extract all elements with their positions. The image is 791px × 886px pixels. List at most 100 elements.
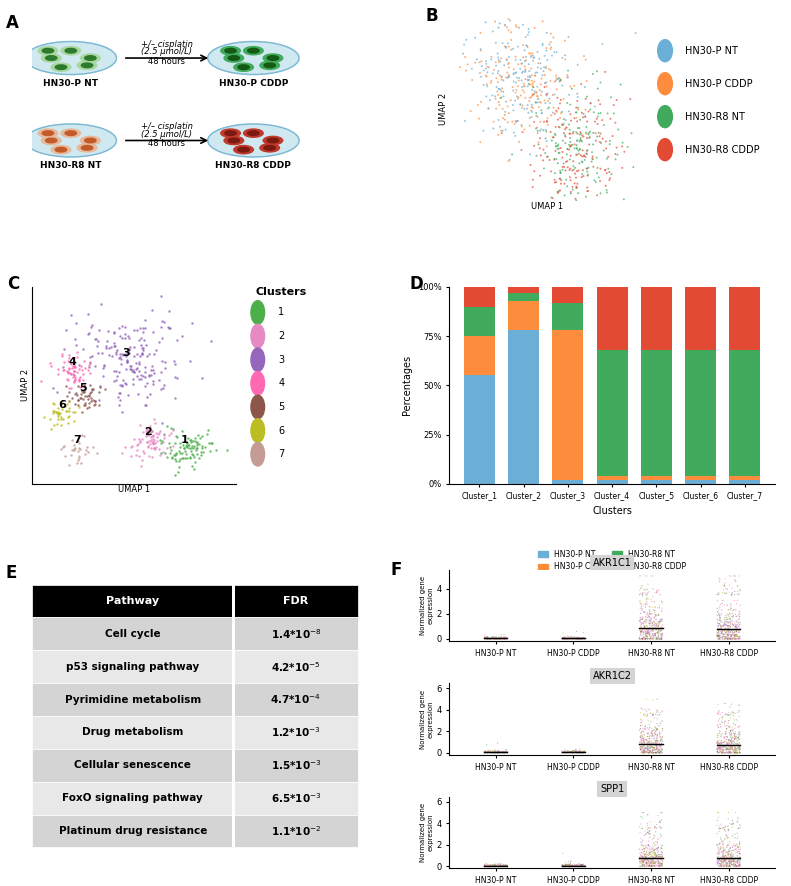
Point (498, 745, 511, 759)
Point (653, 856, 665, 870)
Point (725, 632, 738, 646)
Point (711, 609, 724, 623)
Point (729, 607, 742, 621)
Point (528, 84, 541, 98)
Point (534, 114, 547, 128)
Point (721, 618, 734, 633)
Point (499, 122, 512, 136)
Point (485, 74, 498, 88)
Point (730, 842, 743, 856)
Point (732, 741, 744, 755)
Point (637, 733, 649, 747)
Point (637, 859, 649, 873)
Point (649, 825, 662, 839)
Point (720, 845, 732, 859)
Point (713, 741, 726, 755)
Point (717, 735, 730, 750)
Point (568, 859, 581, 873)
Point (132, 332, 145, 346)
Point (572, 101, 585, 115)
Point (714, 618, 727, 633)
Point (720, 610, 732, 625)
Point (734, 584, 747, 598)
Point (69, 386, 81, 400)
Point (711, 819, 724, 833)
Point (557, 859, 570, 873)
Point (646, 582, 659, 596)
Point (561, 68, 573, 82)
Point (572, 631, 585, 645)
Point (561, 632, 573, 646)
Point (650, 729, 663, 743)
Point (59, 379, 72, 393)
Point (651, 741, 664, 755)
Point (529, 66, 542, 80)
Point (62, 394, 75, 408)
Point (639, 744, 652, 758)
Point (483, 744, 495, 758)
FancyBboxPatch shape (32, 749, 358, 781)
Point (486, 630, 499, 644)
Point (591, 117, 604, 131)
Point (711, 604, 724, 618)
Point (195, 429, 208, 443)
Point (558, 632, 571, 646)
Point (490, 859, 503, 873)
Point (560, 858, 573, 872)
Point (578, 745, 591, 759)
Text: +/– cisplatin: +/– cisplatin (141, 122, 193, 131)
Point (729, 732, 741, 746)
Point (635, 599, 648, 613)
Point (138, 321, 151, 335)
Point (133, 355, 146, 369)
Point (649, 628, 661, 642)
Point (577, 149, 590, 163)
Point (486, 745, 498, 759)
Point (486, 859, 498, 873)
Point (69, 397, 81, 411)
Point (646, 849, 659, 863)
Point (725, 736, 738, 750)
Point (569, 859, 581, 874)
Point (721, 598, 733, 612)
Point (641, 621, 653, 635)
Point (644, 815, 657, 829)
Point (644, 740, 657, 754)
Point (552, 209, 565, 223)
Point (579, 92, 592, 106)
Point (721, 623, 734, 637)
Point (553, 203, 566, 217)
Point (124, 359, 137, 373)
Point (641, 840, 653, 854)
Point (637, 616, 649, 630)
Point (731, 741, 744, 755)
Point (547, 100, 560, 114)
Point (651, 621, 664, 635)
Point (732, 741, 744, 755)
Point (724, 719, 736, 734)
Point (649, 618, 662, 633)
Point (651, 728, 664, 742)
Point (578, 631, 591, 645)
Point (141, 428, 153, 442)
Point (571, 859, 584, 873)
Point (715, 852, 728, 867)
Point (634, 734, 647, 748)
Point (733, 739, 746, 753)
Point (481, 59, 494, 74)
Point (720, 858, 732, 872)
Point (653, 726, 666, 740)
Point (649, 849, 661, 863)
Point (559, 745, 572, 759)
Point (498, 745, 511, 759)
Point (496, 631, 509, 645)
Point (641, 857, 653, 871)
Point (495, 745, 508, 759)
Point (556, 745, 569, 759)
Point (639, 605, 652, 619)
Point (643, 855, 656, 869)
Point (650, 742, 663, 756)
Point (644, 743, 657, 758)
Point (635, 859, 648, 874)
Point (717, 618, 729, 633)
